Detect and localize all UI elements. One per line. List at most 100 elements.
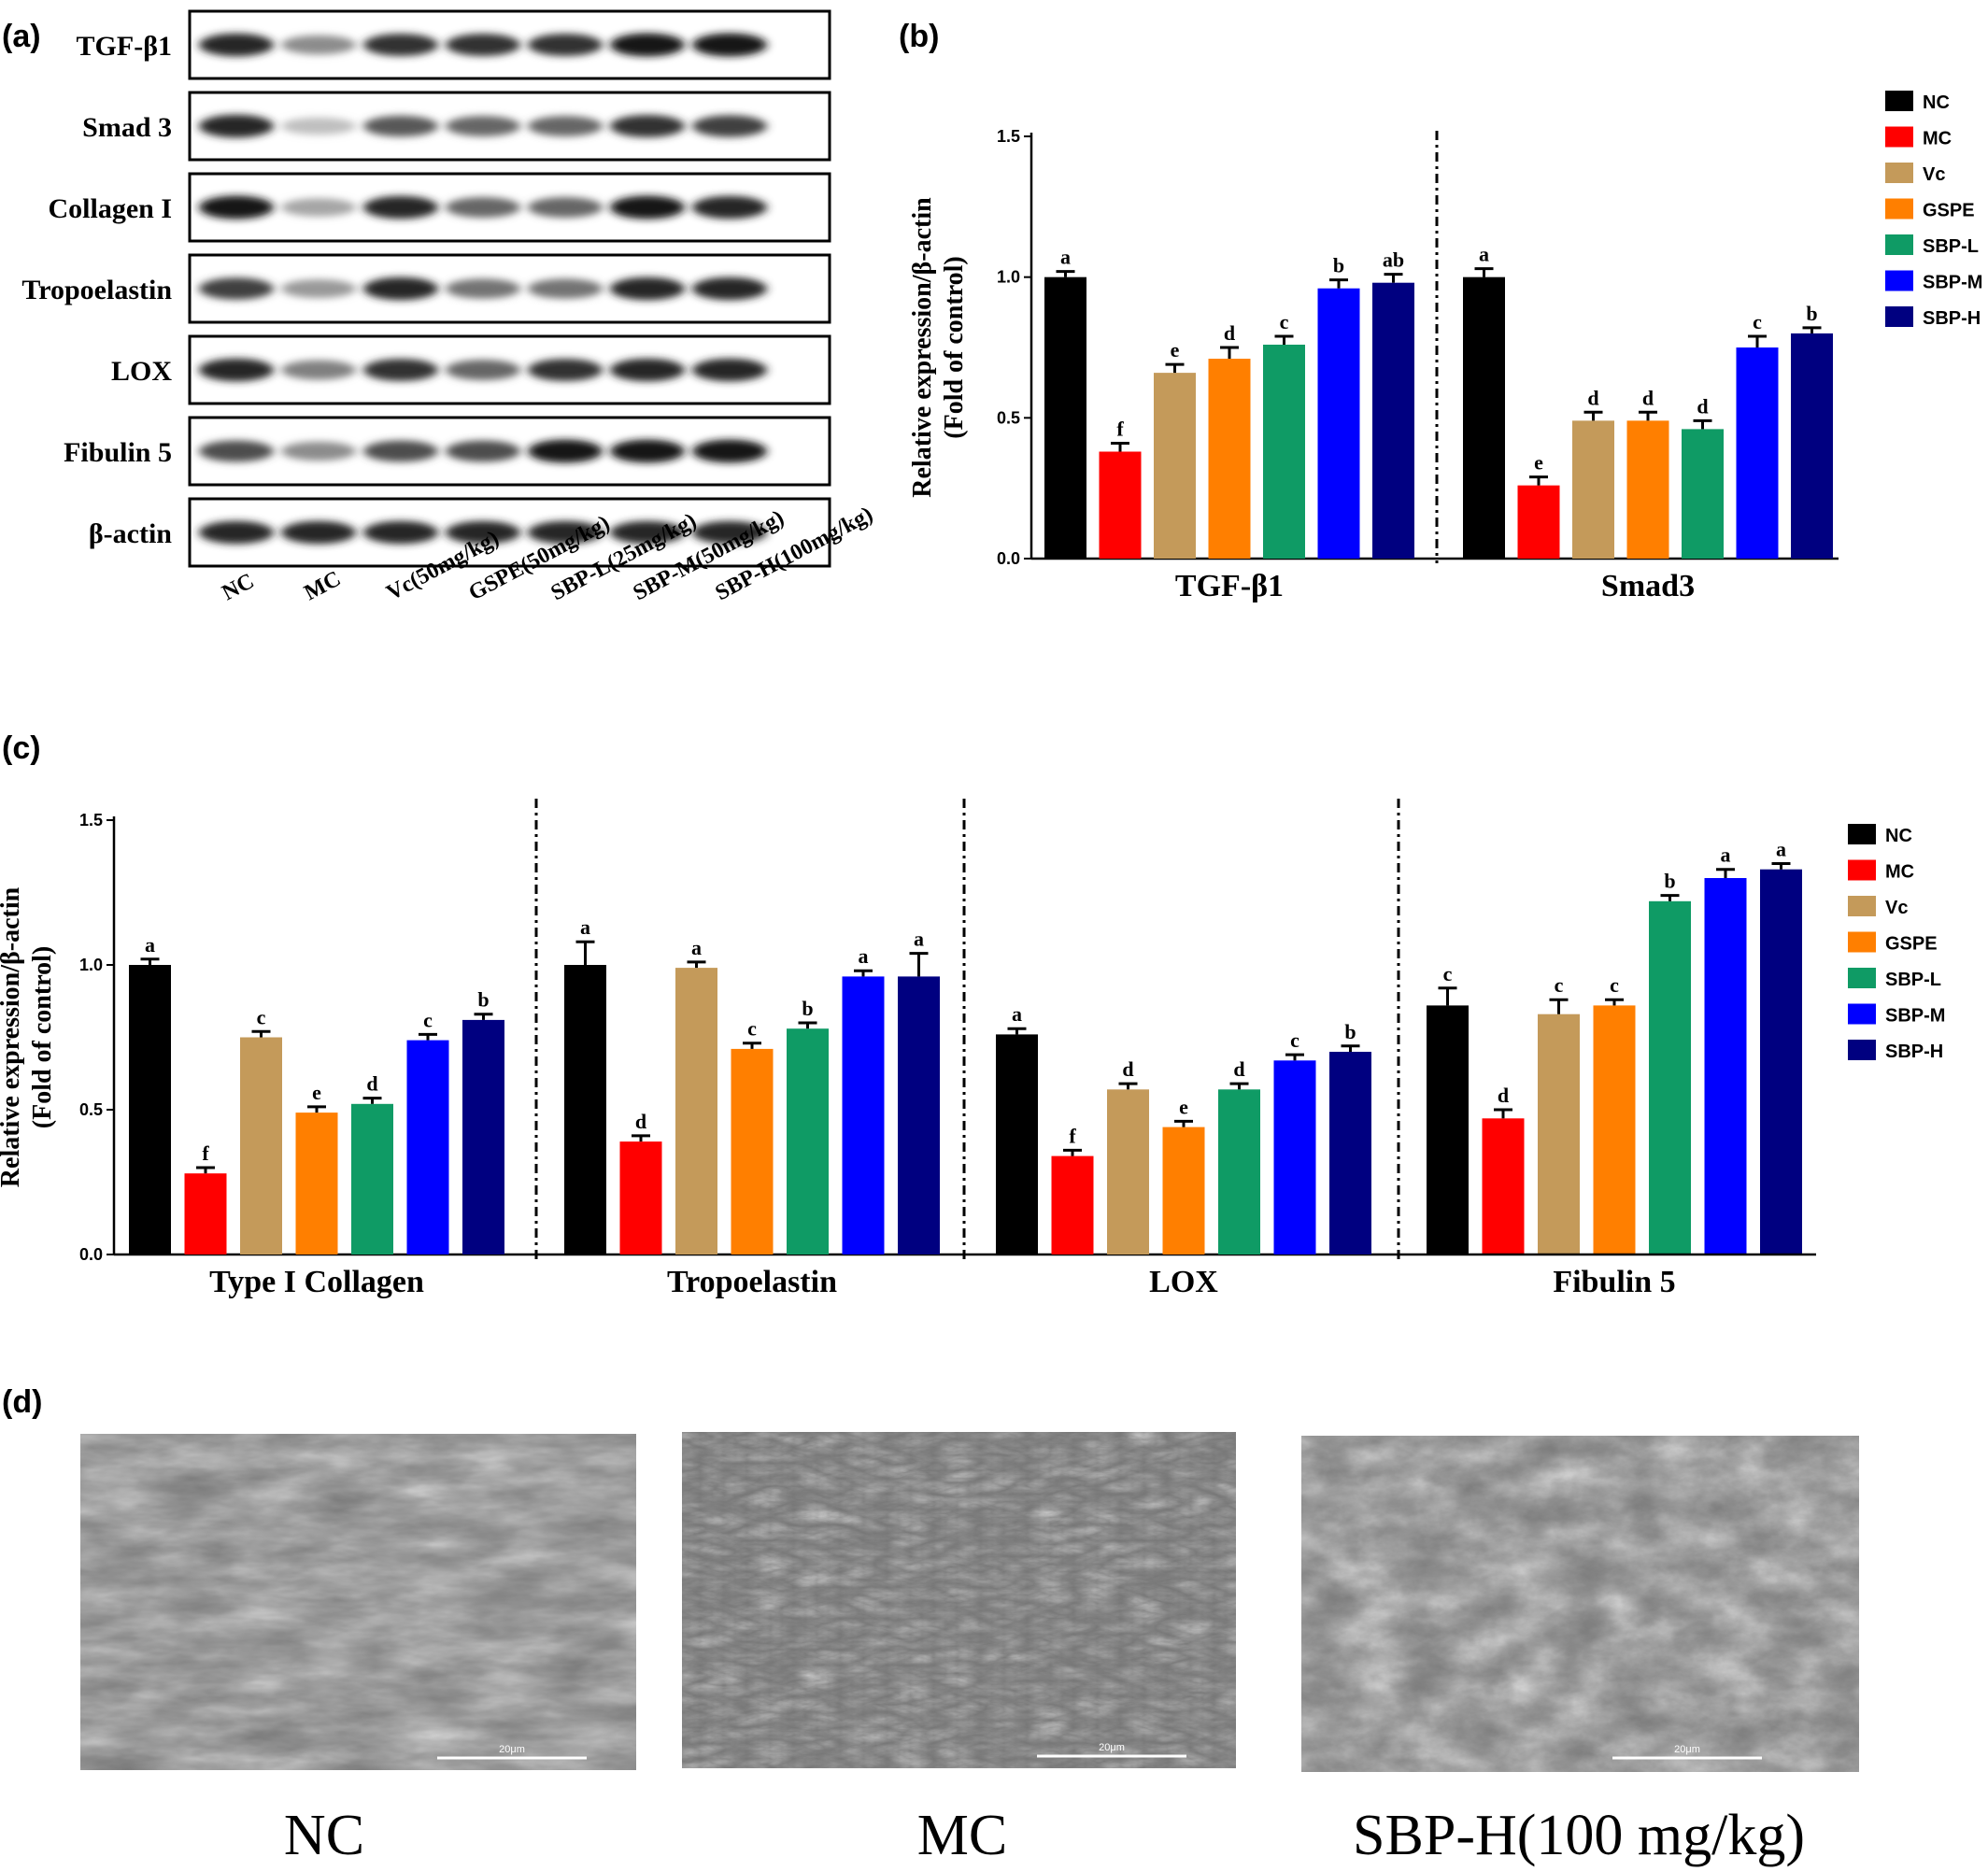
y-axis-label: Relative expression/β-actin (Fold of cont… (0, 886, 57, 1187)
bar-mc (1099, 451, 1142, 559)
blot-protein-label: Tropoelastin (21, 275, 172, 305)
significance-letter: a (1012, 1002, 1022, 1026)
sem-scale-bar-mc: 20μm (1099, 1742, 1125, 1753)
significance-letter: d (1642, 386, 1654, 409)
legend-label: Vc (1923, 164, 1945, 185)
western-blot: TGF-β1 Smad 3 Collagen I Tropoelastin LOX Fib… (21, 9, 877, 606)
legend-label: MC (1923, 129, 1952, 149)
blot-protein-label: TGF-β1 (77, 31, 172, 62)
legend-swatch-sbp-l (1885, 234, 1913, 255)
panel-label-a: (a) (2, 19, 41, 54)
bar-gspe (1593, 1005, 1636, 1254)
blot-band (692, 195, 767, 220)
blot-band (199, 277, 274, 300)
legend-label: SBP-L (1885, 970, 1941, 990)
blot-band (363, 115, 438, 137)
legend-label: Vc (1885, 898, 1908, 918)
significance-letter: d (1224, 321, 1235, 345)
bar-group-tropoelastin: a d a c b a a Tropoelastin (564, 915, 940, 1299)
bar-nc (996, 1034, 1038, 1254)
group-label: TGF-β1 (1175, 569, 1284, 603)
significance-letter: a (580, 915, 590, 939)
significance-letter: b (1806, 302, 1817, 325)
blot-band (363, 359, 438, 381)
blot-lane-label: NC (219, 569, 259, 605)
bar-sbp-l (1682, 429, 1724, 559)
significance-letter: d (1697, 394, 1708, 418)
legend-swatch-mc (1848, 859, 1876, 881)
sem-caption-nc: NC (284, 1804, 364, 1867)
blot-band (528, 439, 603, 463)
significance-letter: c (1443, 962, 1453, 985)
significance-letter: c (1290, 1028, 1299, 1052)
blot-band (281, 198, 356, 217)
bar-mc (619, 1141, 662, 1254)
blot-lane-label: MC (301, 567, 346, 606)
bar-mc (1051, 1155, 1094, 1254)
bar-nc (1044, 276, 1086, 559)
bar-sbp-l (1263, 344, 1305, 559)
bar-gspe (731, 1048, 774, 1254)
legend-label: SBP-H (1885, 1042, 1943, 1062)
significance-letter: b (477, 988, 489, 1012)
panel-label-c: (c) (2, 730, 41, 766)
significance-letter: a (1479, 243, 1489, 266)
significance-letter: d (1233, 1057, 1244, 1081)
legend-label: GSPE (1923, 201, 1975, 221)
blot-row-tropoelastin: Tropoelastin (21, 253, 831, 324)
blot-row-actin: β-actin (89, 497, 831, 568)
bar-group-type-i-collagen: a f c e d c b Type I Collagen (129, 933, 504, 1299)
bar-sbp-m (1704, 878, 1747, 1254)
y-tick-label: 1.0 (997, 268, 1020, 287)
significance-letter: a (691, 936, 702, 959)
legend-label: SBP-H (1923, 308, 1981, 329)
bar-sbp-m (842, 976, 885, 1254)
significance-letter: e (312, 1081, 321, 1104)
group-label: Type I Collagen (209, 1265, 424, 1299)
blot-band (363, 276, 438, 301)
bar-gspe (1208, 359, 1251, 559)
bar-vc (1154, 373, 1196, 559)
significance-letter: d (366, 1072, 377, 1096)
bar-vc (1538, 1013, 1580, 1254)
sem-image-nc: 20μm (80, 1434, 636, 1770)
bar-sbp-h (1372, 282, 1414, 559)
bar-mc (184, 1173, 227, 1254)
sem-image-mc: 20μm (682, 1432, 1236, 1768)
significance-letter: f (1116, 417, 1124, 440)
blot-band (692, 115, 767, 137)
blot-band (199, 195, 274, 220)
significance-letter: c (423, 1008, 433, 1031)
blot-band (199, 114, 274, 138)
legend-label: MC (1885, 862, 1914, 883)
blot-band (363, 34, 438, 56)
significance-letter: f (202, 1141, 209, 1165)
blot-band (199, 440, 274, 462)
blot-band (528, 197, 603, 218)
y-tick-label: 0.5 (79, 1100, 103, 1119)
legend-swatch-gspe (1848, 931, 1876, 953)
blot-protein-label: Fibulin 5 (64, 437, 172, 468)
blot-band (528, 520, 603, 545)
bar-mc (1482, 1118, 1525, 1254)
significance-letter: b (1344, 1020, 1356, 1043)
blot-band (446, 440, 520, 462)
blot-band (610, 115, 685, 137)
bar-vc (675, 968, 717, 1254)
legend-label: NC (1885, 826, 1912, 846)
significance-letter: a (1721, 843, 1731, 867)
significance-letter: a (1776, 838, 1786, 861)
bar-sbp-l (787, 1028, 829, 1254)
significance-letter: d (635, 1110, 646, 1133)
blot-protein-label: Collagen I (48, 193, 172, 224)
panel-label-b: (b) (899, 19, 939, 54)
blot-band (610, 276, 685, 301)
significance-letter: a (145, 933, 155, 957)
group-label: LOX (1149, 1265, 1218, 1299)
significance-letter: a (859, 944, 869, 968)
significance-letter: d (1587, 386, 1598, 409)
bar-gspe (1162, 1127, 1205, 1254)
legend: NC MC Vc GSPE SBP-L SBP-M SBP-H (1885, 91, 1982, 329)
bar-nc (564, 965, 606, 1254)
